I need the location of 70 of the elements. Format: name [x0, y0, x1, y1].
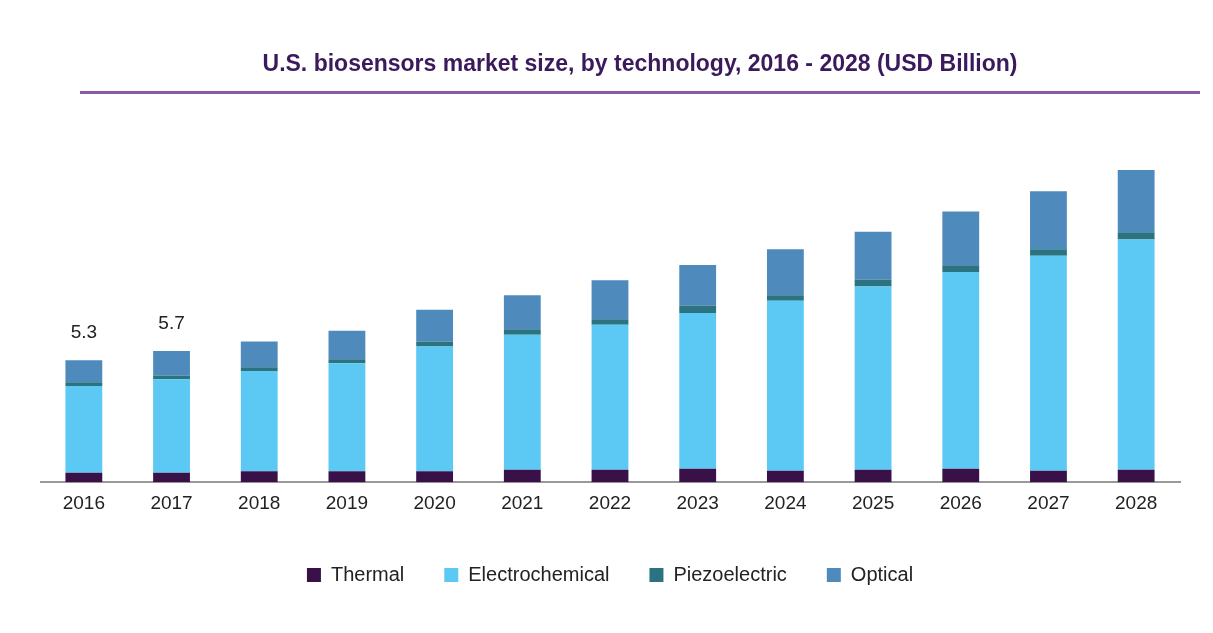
bar: [1030, 249, 1067, 256]
legend-label: Electrochemical: [468, 562, 610, 585]
bar: [1030, 191, 1067, 250]
bar: [153, 375, 190, 380]
bar: [766, 249, 804, 296]
bar: [240, 367, 278, 372]
legend-label: Thermal: [330, 562, 405, 585]
x-tick-label: 2024: [764, 491, 807, 513]
x-tick-label: 2028: [1115, 491, 1158, 513]
bar: [153, 379, 190, 473]
bar: [591, 280, 629, 320]
x-tick-label: 2016: [62, 491, 105, 513]
x-tick-label: 2027: [1027, 491, 1070, 513]
bar: [416, 346, 454, 472]
bar: [766, 470, 804, 483]
x-tick-label: 2019: [325, 491, 369, 513]
bar: [1030, 470, 1067, 483]
bar: [153, 351, 190, 376]
bar: [942, 265, 980, 273]
bar: [1117, 239, 1155, 470]
bar: [679, 305, 717, 313]
bar: [328, 471, 366, 483]
legend-label: Piezoelectric: [673, 562, 787, 585]
bar: [854, 231, 892, 280]
bar: [679, 468, 717, 483]
bar: [942, 272, 980, 469]
bar: [503, 469, 541, 483]
legend-label: Optical: [850, 562, 914, 585]
bar: [766, 295, 804, 301]
bar: [416, 471, 454, 483]
bar: [591, 319, 629, 325]
bar: [942, 468, 980, 483]
bar: [153, 472, 190, 483]
bar: [503, 334, 541, 470]
bar: [1117, 232, 1155, 240]
bar: [679, 312, 717, 469]
x-tick-label: 2021: [501, 491, 544, 513]
bar: [240, 471, 278, 483]
bar: [1117, 469, 1155, 483]
bar: [416, 309, 454, 342]
bar: [591, 324, 629, 470]
x-tick-label: 2020: [413, 491, 456, 513]
x-tick-label: 2025: [851, 491, 895, 513]
bar: [679, 264, 717, 306]
bar: [240, 371, 278, 472]
bar: [328, 363, 366, 472]
x-tick-label: 2026: [939, 491, 982, 513]
x-tick-label: 2023: [676, 491, 719, 513]
x-tick-label: 2018: [238, 491, 281, 513]
bar: [328, 330, 366, 360]
bar: [854, 286, 892, 470]
x-tick-label: 2022: [588, 491, 632, 513]
bar: [766, 300, 804, 471]
bar: [854, 469, 892, 483]
bar: [1030, 255, 1067, 471]
bar: [65, 360, 103, 383]
bar: [65, 472, 103, 483]
bar: [503, 295, 541, 330]
bar: [591, 469, 629, 483]
annotation: 5.3: [70, 320, 98, 342]
bar: [65, 382, 103, 387]
bar: [1117, 170, 1155, 233]
annotation: 5.7: [158, 311, 185, 333]
bar: [328, 359, 366, 364]
bar: [942, 211, 980, 266]
bar: [503, 329, 541, 335]
bar: [65, 386, 103, 473]
x-tick-label: 2017: [150, 491, 193, 513]
chart-title: U.S. biosensors market size, by technology, 2016 - 2028 (USD Billion): [80, 50, 1200, 94]
bar: [240, 341, 278, 368]
